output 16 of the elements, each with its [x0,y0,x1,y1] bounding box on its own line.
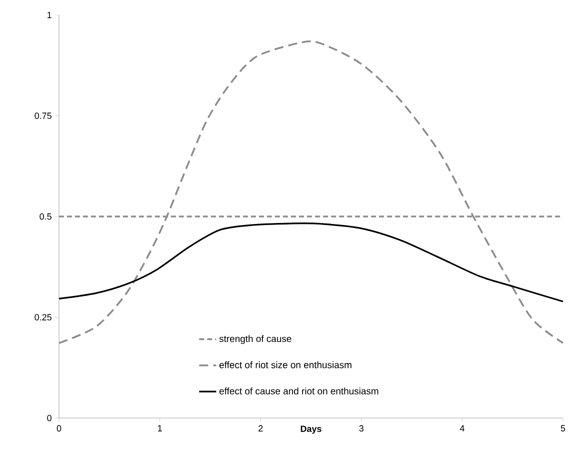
x-tick-label: 1 [158,425,162,432]
y-tick-label: 0.25 [34,314,52,320]
x-tick-label: 3 [359,425,364,432]
y-tick-label: 0.5 [40,213,52,220]
legend-label: effect of riot size on enthusiasm [219,361,352,368]
y-tick-label: 1 [48,12,52,18]
y-tick-label: 0.75 [34,112,52,119]
x-tick-label: 5 [560,425,566,432]
x-tick-label: 0 [56,425,62,432]
line-series [58,222,564,302]
legend-label: strength of cause [219,335,292,344]
x-axis-title: Days [300,426,322,434]
legend-label: effect of cause and riot on enthusiasm [219,387,378,394]
y-tick-label: 0 [47,414,52,422]
x-tick-label: 4 [460,425,464,432]
x-tick-label: 2 [258,425,263,432]
